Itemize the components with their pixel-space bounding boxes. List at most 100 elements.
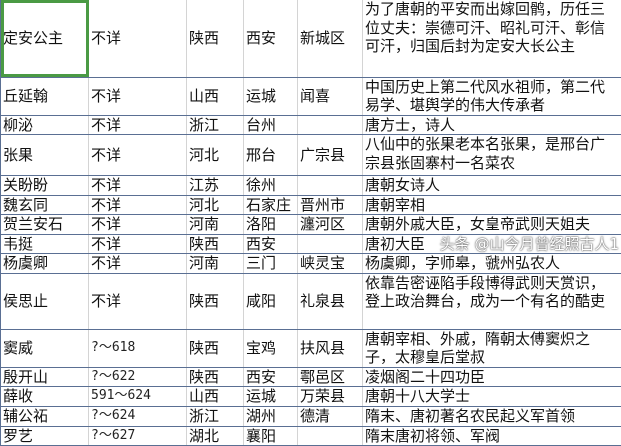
cell-county[interactable]: 广宗县 — [298, 135, 363, 176]
cell-name[interactable]: 关盼盼 — [1, 176, 89, 196]
cell-years[interactable]: ?～622 — [89, 367, 187, 387]
cell-county[interactable]: 扶风县 — [298, 329, 363, 367]
cell-province[interactable]: 河北 — [187, 135, 244, 176]
cell-desc[interactable]: 唐朝外戚大臣，女皇帝武则天姐夫 — [363, 215, 621, 235]
cell-years[interactable]: 不详 — [89, 176, 187, 196]
cell-years[interactable]: 不详 — [89, 234, 187, 254]
cell-name[interactable]: 杨虞卿 — [1, 254, 89, 274]
cell-province[interactable]: 陕西 — [187, 0, 244, 77]
cell-desc[interactable]: 唐方士，诗人 — [363, 115, 621, 135]
cell-city[interactable]: 运城 — [244, 387, 298, 407]
cell-name[interactable]: 薛收 — [1, 387, 89, 407]
cell-county[interactable]: 闻喜 — [298, 77, 363, 115]
cell-years[interactable]: 不详 — [89, 195, 187, 215]
cell-county[interactable] — [298, 176, 363, 196]
cell-city[interactable]: 石家庄 — [244, 195, 298, 215]
cell-years[interactable]: 不详 — [89, 254, 187, 274]
cell-province[interactable]: 河南 — [187, 215, 244, 235]
cell-name[interactable]: 殷开山 — [1, 367, 89, 387]
cell-years[interactable]: 不详 — [89, 0, 187, 77]
cell-county[interactable]: 礼泉县 — [298, 273, 363, 329]
cell-province[interactable]: 湖北 — [187, 426, 244, 446]
cell-desc[interactable]: 唐朝宰相、外戚，隋朝太傅窦炽之子，太穆皇后堂叔 — [363, 329, 621, 367]
cell-years[interactable]: ?～627 — [89, 426, 187, 446]
cell-years[interactable]: ?～624 — [89, 406, 187, 426]
cell-city[interactable]: 西安 — [244, 367, 298, 387]
cell-years[interactable]: 591～624 — [89, 387, 187, 407]
cell-province[interactable]: 浙江 — [187, 115, 244, 135]
table-row: 丘延翰不详山西运城闻喜中国历史上第二代风水祖师，第二代易学、堪舆学的伟大传承者 — [1, 77, 621, 115]
cell-city[interactable]: 襄阳 — [244, 426, 298, 446]
cell-city[interactable]: 西安 — [244, 234, 298, 254]
cell-name[interactable]: 张果 — [1, 135, 89, 176]
cell-city[interactable]: 西安 — [244, 0, 298, 77]
cell-desc[interactable]: 为了唐朝的平安而出嫁回鹘，历任三位丈夫：崇德可汗、昭礼可汗、彰信可汗，归国后封为… — [363, 0, 621, 77]
cell-city[interactable]: 咸阳 — [244, 273, 298, 329]
table-row: 贺兰安石不详河南洛阳瀍河区唐朝外戚大臣，女皇帝武则天姐夫 — [1, 215, 621, 235]
cell-desc[interactable]: 杨虞卿，字师皋，虢州弘农人 — [363, 254, 621, 274]
cell-desc[interactable]: 隋末唐初将领、军阀 — [363, 426, 621, 446]
cell-city[interactable]: 徐州 — [244, 176, 298, 196]
cell-county[interactable] — [298, 115, 363, 135]
cell-desc[interactable]: 唐朝十八大学士 — [363, 387, 621, 407]
cell-county[interactable]: 峡灵宝 — [298, 254, 363, 274]
cell-name[interactable]: 定安公主 — [1, 0, 89, 77]
cell-province[interactable]: 河南 — [187, 254, 244, 274]
cell-desc[interactable]: 隋末、唐初著名农民起义军首领 — [363, 406, 621, 426]
cell-years[interactable]: 不详 — [89, 135, 187, 176]
table-row: 侯思止不详陕西咸阳礼泉县依靠告密诬陷手段博得武则天赏识，登上政治舞台，成为一个有… — [1, 273, 621, 329]
cell-county[interactable] — [298, 426, 363, 446]
cell-county[interactable] — [298, 234, 363, 254]
cell-province[interactable]: 陕西 — [187, 234, 244, 254]
table-row: 魏玄同不详河北石家庄晋州市唐朝宰相 — [1, 195, 621, 215]
cell-province[interactable]: 陕西 — [187, 367, 244, 387]
cell-desc[interactable]: 凌烟阁二十四功臣 — [363, 367, 621, 387]
cell-province[interactable]: 山西 — [187, 77, 244, 115]
cell-desc[interactable]: 唐朝女诗人 — [363, 176, 621, 196]
cell-province[interactable]: 陕西 — [187, 273, 244, 329]
cell-city[interactable]: 运城 — [244, 77, 298, 115]
cell-years[interactable]: ?～618 — [89, 329, 187, 367]
cell-name[interactable]: 柳泌 — [1, 115, 89, 135]
cell-city[interactable]: 洛阳 — [244, 215, 298, 235]
cell-city[interactable]: 湖州 — [244, 406, 298, 426]
cell-city[interactable]: 邢台 — [244, 135, 298, 176]
cell-province[interactable]: 山西 — [187, 387, 244, 407]
cell-desc[interactable]: 依靠告密诬陷手段博得武则天赏识，登上政治舞台，成为一个有名的酷吏 — [363, 273, 621, 329]
cell-city[interactable]: 三门 — [244, 254, 298, 274]
cell-county[interactable]: 万荣县 — [298, 387, 363, 407]
cell-name[interactable]: 侯思止 — [1, 273, 89, 329]
cell-years[interactable]: 不详 — [89, 115, 187, 135]
cell-years[interactable]: 不详 — [89, 215, 187, 235]
cell-county[interactable]: 瀍河区 — [298, 215, 363, 235]
table-row: 定安公主不详陕西西安新城区为了唐朝的平安而出嫁回鹘，历任三位丈夫：崇德可汗、昭礼… — [1, 0, 621, 77]
cell-name[interactable]: 辅公祏 — [1, 406, 89, 426]
cell-county[interactable]: 晋州市 — [298, 195, 363, 215]
cell-province[interactable]: 江苏 — [187, 176, 244, 196]
cell-city[interactable]: 宝鸡 — [244, 329, 298, 367]
cell-years[interactable]: 不详 — [89, 77, 187, 115]
cell-city[interactable]: 台州 — [244, 115, 298, 135]
cell-county[interactable]: 德清 — [298, 406, 363, 426]
cell-name[interactable]: 罗艺 — [1, 426, 89, 446]
cell-county[interactable]: 鄠邑区 — [298, 367, 363, 387]
cell-province[interactable]: 陕西 — [187, 329, 244, 367]
cell-years[interactable]: 不详 — [89, 273, 187, 329]
cell-name[interactable]: 丘延翰 — [1, 77, 89, 115]
cell-province[interactable]: 河北 — [187, 195, 244, 215]
cell-desc[interactable]: 中国历史上第二代风水祖师，第二代易学、堪舆学的伟大传承者 — [363, 77, 621, 115]
cell-name[interactable]: 窦威 — [1, 329, 89, 367]
table-row: 关盼盼不详江苏徐州 唐朝女诗人 — [1, 176, 621, 196]
cell-name[interactable]: 贺兰安石 — [1, 215, 89, 235]
cell-desc[interactable]: 八仙中的张果老本名张果，是邢台广宗县张固寨村一名菜农 — [363, 135, 621, 176]
cell-county[interactable]: 新城区 — [298, 0, 363, 77]
cell-province[interactable]: 浙江 — [187, 406, 244, 426]
cell-name[interactable]: 韦挺 — [1, 234, 89, 254]
cell-desc[interactable]: 唐朝宰相 — [363, 195, 621, 215]
cell-name[interactable]: 魏玄同 — [1, 195, 89, 215]
